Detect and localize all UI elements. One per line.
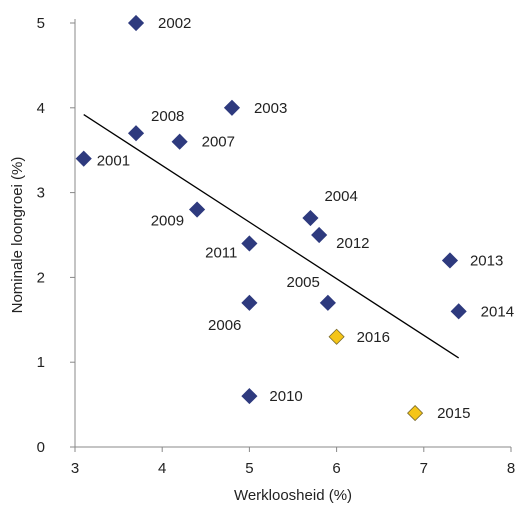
data-points <box>75 14 467 422</box>
point-2016 <box>328 328 345 345</box>
y-tick-label: 5 <box>37 15 45 32</box>
label-2006: 2006 <box>208 317 241 334</box>
y-tick-label: 2 <box>37 269 45 286</box>
point-2012 <box>311 226 328 244</box>
label-2005: 2005 <box>287 274 320 291</box>
label-2013: 2013 <box>470 252 503 269</box>
point-2006 <box>241 294 258 311</box>
point-2009 <box>189 201 206 218</box>
label-2010: 2010 <box>269 388 302 405</box>
label-2003: 2003 <box>254 100 287 117</box>
point-2013 <box>441 252 459 269</box>
label-2002: 2002 <box>158 15 191 32</box>
label-2001: 2001 <box>97 153 130 170</box>
label-2016: 2016 <box>357 329 390 346</box>
x-tick-label: 3 <box>71 460 79 477</box>
point-2005 <box>319 294 336 311</box>
label-2008: 2008 <box>151 108 184 125</box>
point-2007 <box>171 133 188 150</box>
label-2011: 2011 <box>205 244 237 261</box>
label-2014: 2014 <box>481 303 514 320</box>
point-2003 <box>223 99 241 116</box>
label-2004: 2004 <box>324 188 357 205</box>
trendline-group <box>83 114 460 359</box>
point-2008 <box>127 125 145 142</box>
point-2011 <box>241 235 258 252</box>
trendline <box>83 114 460 359</box>
point-2015 <box>407 405 424 422</box>
y-axis-title: Nominale loongroei (%) <box>9 157 26 314</box>
label-2012: 2012 <box>336 235 369 252</box>
point-2004 <box>302 209 319 227</box>
y-tick-label: 4 <box>37 100 45 117</box>
point-2010 <box>241 388 258 405</box>
x-tick-label: 4 <box>158 460 166 477</box>
y-tick-label: 0 <box>37 439 45 456</box>
axes: 3 4 5 6 7 8 0 1 2 3 4 5 <box>37 15 516 477</box>
label-2007: 2007 <box>202 134 235 151</box>
point-2001 <box>75 150 92 167</box>
label-2015: 2015 <box>437 405 470 422</box>
x-tick-label: 7 <box>420 460 428 477</box>
point-2002 <box>127 14 145 32</box>
y-tick-label: 3 <box>37 185 45 202</box>
x-tick-label: 6 <box>332 460 340 477</box>
x-axis-title: Werkloosheid (%) <box>234 487 352 504</box>
x-tick-label: 8 <box>507 460 515 477</box>
y-tick-label: 1 <box>37 354 45 371</box>
data-labels: 2001 2002 2003 2004 2005 2006 2007 2008 2009 2010… <box>97 15 514 422</box>
x-tick-label: 5 <box>245 460 253 477</box>
point-2014 <box>450 303 467 320</box>
label-2009: 2009 <box>151 213 184 230</box>
